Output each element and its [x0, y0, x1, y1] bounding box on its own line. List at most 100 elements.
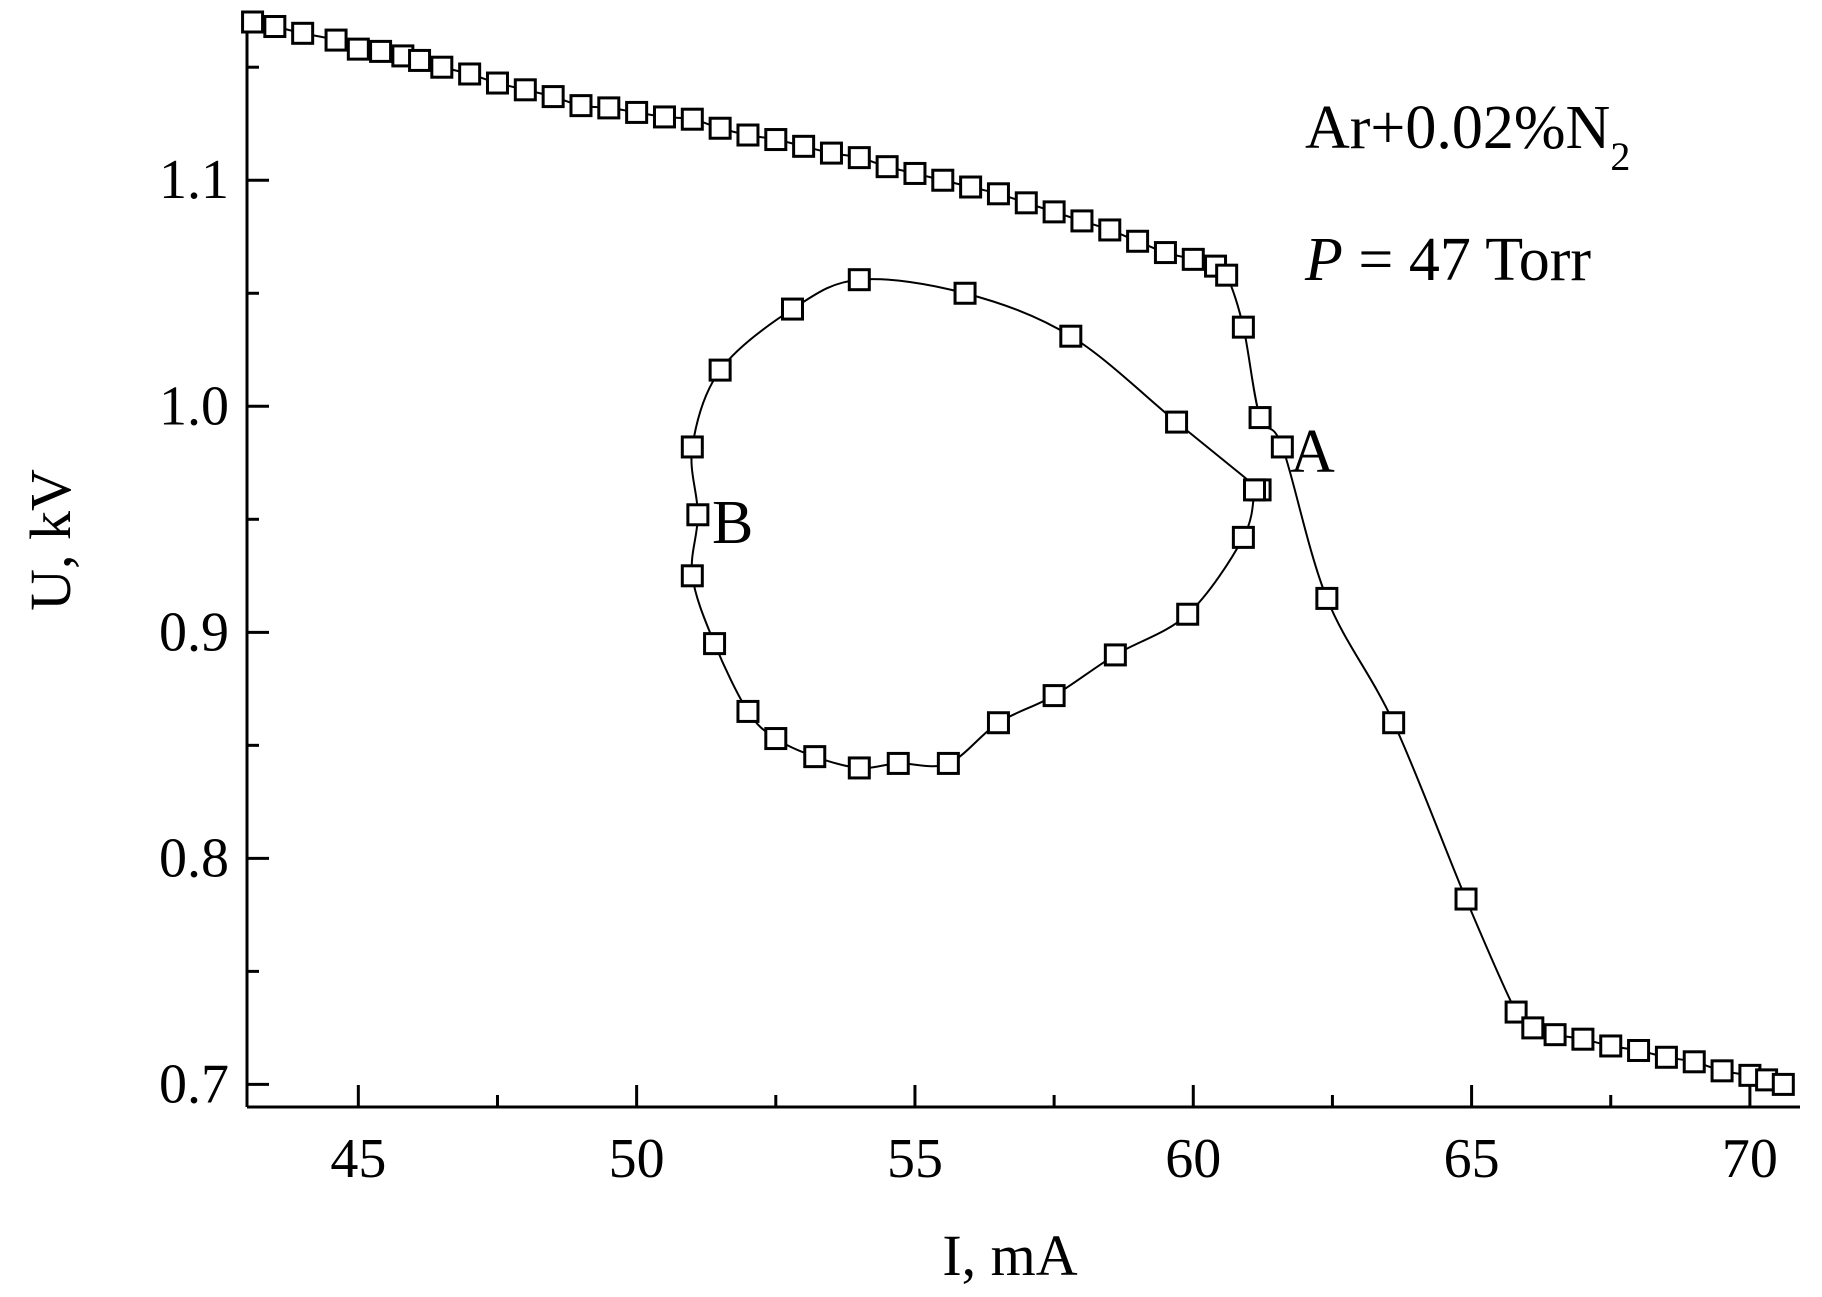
- series-1-point: [1627, 1038, 1651, 1062]
- x-tick-label: 55: [887, 1128, 943, 1190]
- series-2-point: [847, 268, 871, 292]
- series-1-point: [458, 62, 482, 86]
- series-1-point: [513, 78, 537, 102]
- series-1-point: [263, 15, 287, 39]
- series-2-point: [736, 699, 760, 723]
- series-2-point: [1243, 478, 1267, 502]
- series-2-point: [708, 358, 732, 382]
- y-tick-label: 1.1: [159, 149, 229, 211]
- series-1-point: [875, 155, 899, 179]
- series-1-point: [903, 161, 927, 185]
- markers: [241, 10, 1795, 1096]
- pressure-annotation: P = 47 Torr: [1304, 226, 1591, 294]
- series-1-point: [241, 10, 265, 34]
- series-1-point: [680, 107, 704, 131]
- series-1-point: [1231, 315, 1255, 339]
- axes: 45 50 55 60 65 70 0.7 0.8 0.9 1.0 1.1: [159, 22, 1800, 1190]
- series-2-point: [1176, 602, 1200, 626]
- series-1-point: [652, 105, 676, 129]
- x-tick-label: 70: [1722, 1128, 1778, 1190]
- y-axis-title: U, kV: [18, 469, 83, 611]
- x-tick-label: 45: [330, 1128, 386, 1190]
- series-1-point: [541, 85, 565, 109]
- series-2-point: [803, 745, 827, 769]
- series-2-point: [953, 281, 977, 305]
- series-2-point: [686, 503, 710, 527]
- point-a-label: A: [1290, 418, 1335, 486]
- y-tick-label: 1.0: [159, 375, 229, 437]
- series-1-point: [291, 21, 315, 45]
- series-1-point: [408, 48, 432, 72]
- series-1-point: [1070, 209, 1094, 233]
- series-1-line: [252, 21, 1784, 1086]
- series-2-point: [1059, 324, 1083, 348]
- pressure-symbol: P: [1304, 226, 1343, 294]
- series-2-point: [986, 711, 1010, 735]
- series-1-point: [1270, 435, 1294, 459]
- series-1-point: [1098, 218, 1122, 242]
- series-1-point: [931, 168, 955, 192]
- series-1-point: [1771, 1072, 1795, 1096]
- pressure-value: = 47 Torr: [1343, 226, 1592, 294]
- series-1-point: [819, 141, 843, 165]
- series-1-point: [430, 55, 454, 79]
- series-1-point: [369, 39, 393, 63]
- gas-annotation-main: Ar+0.02%N: [1305, 94, 1610, 162]
- series-2-point: [886, 751, 910, 775]
- series-2-point: [680, 564, 704, 588]
- series-1-point: [1248, 406, 1272, 430]
- series-2-point: [1231, 525, 1255, 549]
- series-2-point: [1165, 410, 1189, 434]
- series-2-point: [764, 727, 788, 751]
- series-1-point: [1181, 247, 1205, 271]
- series-2-point: [847, 756, 871, 780]
- series-1-point: [1682, 1050, 1706, 1074]
- curves: [252, 21, 1784, 1086]
- x-axis-title: I, mA: [942, 1223, 1077, 1288]
- series-1-point: [1126, 229, 1150, 253]
- x-tick-label: 60: [1165, 1128, 1221, 1190]
- series-1-point: [764, 128, 788, 152]
- gas-annotation: Ar+0.02%N2: [1305, 94, 1630, 179]
- series-2-point: [936, 751, 960, 775]
- series-1-point: [1153, 241, 1177, 265]
- series-1-point: [569, 94, 593, 118]
- series-1-point: [1654, 1045, 1678, 1069]
- x-tick-label: 65: [1444, 1128, 1500, 1190]
- series-1-point: [1521, 1016, 1545, 1040]
- series-2-point: [1103, 643, 1127, 667]
- x-tick-label: 50: [609, 1128, 665, 1190]
- series-1-point: [324, 28, 348, 52]
- series-1-point: [986, 182, 1010, 206]
- series-1-point: [1454, 887, 1478, 911]
- y-tick-label: 0.8: [159, 827, 229, 889]
- y-tick-label: 0.7: [159, 1053, 229, 1115]
- series-1-point: [1315, 586, 1339, 610]
- series-2-point: [780, 297, 804, 321]
- series-1-point: [1599, 1034, 1623, 1058]
- series-1-point: [1710, 1059, 1734, 1083]
- series-2-point: [680, 435, 704, 459]
- series-1-point: [959, 175, 983, 199]
- point-b-label: B: [712, 489, 753, 557]
- y-tick-label: 0.9: [159, 601, 229, 663]
- series-1-point: [1014, 191, 1038, 215]
- series-1-point: [1215, 263, 1239, 287]
- gas-annotation-subscript: 2: [1610, 134, 1630, 179]
- series-1-point: [1042, 200, 1066, 224]
- series-1-point: [625, 100, 649, 124]
- series-1-point: [847, 146, 871, 170]
- series-2-point: [1042, 684, 1066, 708]
- series-1-point: [736, 123, 760, 147]
- series-1-point: [485, 71, 509, 95]
- series-1-point: [1382, 711, 1406, 735]
- series-2-point: [703, 632, 727, 656]
- series-1-point: [1571, 1027, 1595, 1051]
- series-1-point: [1504, 1000, 1528, 1024]
- series-1-point: [708, 116, 732, 140]
- series-1-point: [346, 37, 370, 61]
- series-1-point: [792, 134, 816, 158]
- series-1-point: [1543, 1023, 1567, 1047]
- series-2-line: [690, 278, 1261, 770]
